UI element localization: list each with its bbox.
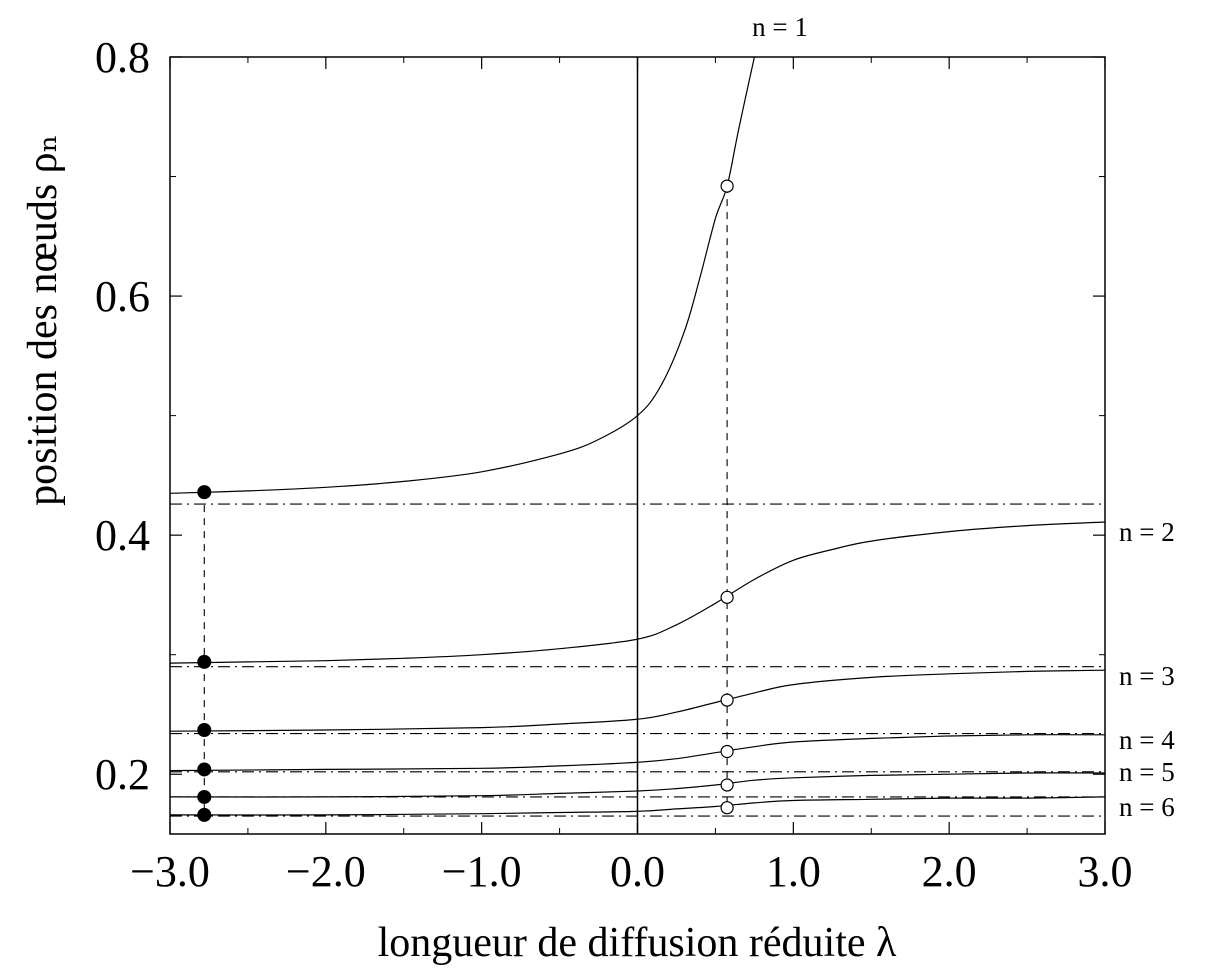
y-tick-label: 0.2 [95,750,150,799]
series-curve-n5 [169,772,1106,798]
series-curve-n3 [169,669,1106,732]
series-curve-n4 [169,734,1106,772]
curve-label-n2: n = 2 [1119,517,1175,547]
open-marker-n2 [720,590,734,604]
y-tick-label: 0.6 [95,272,150,321]
curve-label-n3: n = 3 [1119,661,1175,691]
open-marker-n4 [720,744,734,759]
y-ticks: 0.2 0.4 0.6 0.8 [95,33,1105,799]
curve-label-n4: n = 4 [1119,725,1175,755]
x-tick-label: 3.0 [1078,847,1133,896]
curve-label-n5: n = 5 [1119,757,1175,787]
filled-marker-n5 [197,789,212,804]
x-tick-label: −1.0 [442,847,522,896]
y-tick-label: 0.8 [95,33,150,82]
y-tick-label: 0.4 [95,511,150,560]
reference-lines [203,57,728,834]
filled-marker-n6 [197,807,212,822]
curve-label-n6: n = 6 [1119,792,1175,822]
filled-marker-n1 [197,485,212,500]
open-marker-n5 [720,778,734,792]
series-curve-n2 [169,521,1106,664]
curves [169,56,1106,816]
x-axis-title: longueur de diffusion réduite λ [378,920,897,966]
curve-labels: n = 1 n = 2 n = 3 n = 4n = 5 n = 6 [752,12,1175,822]
x-tick-label: 1.0 [766,847,821,896]
x-tick-label: 0.0 [610,847,665,896]
series-curve-n1 [169,56,755,494]
filled-marker-n4 [197,762,212,777]
open-marker-n3 [720,693,734,707]
y-axis-title: position des nœuds ρₙ [20,134,66,506]
x-ticks: −3.0 −2.0 −1.0 0.0 1.0 2.0 3.0 [130,57,1133,896]
asymptote-lines [170,503,1105,817]
filled-marker-n2 [197,654,212,669]
open-marker-n6 [720,801,734,815]
x-tick-label: 2.0 [922,847,977,896]
x-tick-label: −3.0 [130,847,210,896]
markers [197,179,734,822]
curve-label-n1: n = 1 [752,12,808,42]
open-marker-n1 [720,179,734,193]
x-tick-label: −2.0 [286,847,366,896]
series-curve-n6 [169,796,1106,816]
filled-marker-n3 [197,723,212,738]
